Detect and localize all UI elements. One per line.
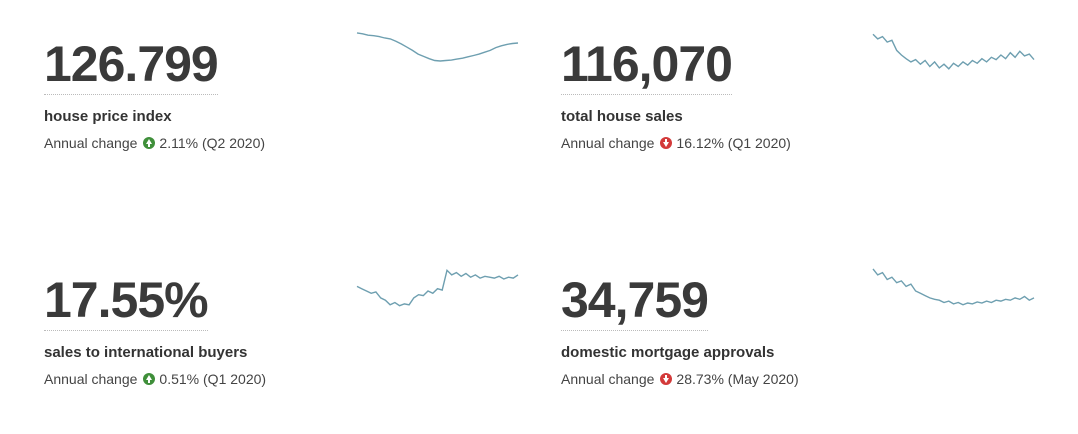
annual-change-label: Annual change <box>561 135 655 151</box>
annual-change: Annual change 16.12% (Q1 2020) <box>561 135 791 151</box>
sparkline-total-house-sales <box>872 33 1035 70</box>
annual-change-value: 0.51% <box>159 371 200 387</box>
annual-change-value: 16.12% <box>676 135 724 151</box>
arrow-down-icon <box>660 137 673 149</box>
kpi-value: 126.799 <box>44 36 219 95</box>
annual-change-period: (Q1 2020) <box>203 371 267 387</box>
kpi-label: total house sales <box>561 108 683 125</box>
arrow-down-icon <box>660 373 673 385</box>
annual-change-value: 2.11% <box>159 135 199 151</box>
kpi-card-mortgage-approvals: 34,759 domestic mortgage approvals Annua… <box>561 272 1041 432</box>
annual-change-label: Annual change <box>561 371 655 387</box>
kpi-label: house price index <box>44 108 172 125</box>
sparkline-line <box>356 268 519 307</box>
kpi-card-house-price-index: 126.799 house price index Annual change … <box>44 36 524 196</box>
annual-change-period: (Q1 2020) <box>727 135 791 151</box>
sparkline-mortgage-approvals <box>872 268 1035 306</box>
annual-change: Annual change 28.73% (May 2020) <box>561 371 799 387</box>
annual-change-label: Annual change <box>44 135 138 151</box>
kpi-card-international-buyers: 17.55% sales to international buyers Ann… <box>44 272 524 432</box>
annual-change: Annual change 2.11% (Q2 2020) <box>44 135 265 151</box>
kpi-value: 17.55% <box>44 272 209 331</box>
annual-change-period: (May 2020) <box>727 371 799 387</box>
sparkline-line <box>872 268 1035 306</box>
annual-change: Annual change 0.51% (Q1 2020) <box>44 371 266 387</box>
sparkline-line <box>356 32 519 62</box>
annual-change-label: Annual change <box>44 371 138 387</box>
arrow-up-icon <box>143 373 156 385</box>
kpi-label: sales to international buyers <box>44 344 248 361</box>
kpi-value: 116,070 <box>561 36 733 95</box>
annual-change-value: 28.73% <box>676 371 724 387</box>
kpi-card-total-house-sales: 116,070 total house sales Annual change … <box>561 36 1041 196</box>
kpi-label: domestic mortgage approvals <box>561 344 775 361</box>
kpi-value: 34,759 <box>561 272 709 331</box>
annual-change-period: (Q2 2020) <box>201 135 266 151</box>
arrow-up-icon <box>143 137 156 149</box>
sparkline-line <box>872 33 1035 70</box>
sparkline-house-price-index <box>356 32 519 62</box>
sparkline-international-buyers <box>356 268 519 307</box>
